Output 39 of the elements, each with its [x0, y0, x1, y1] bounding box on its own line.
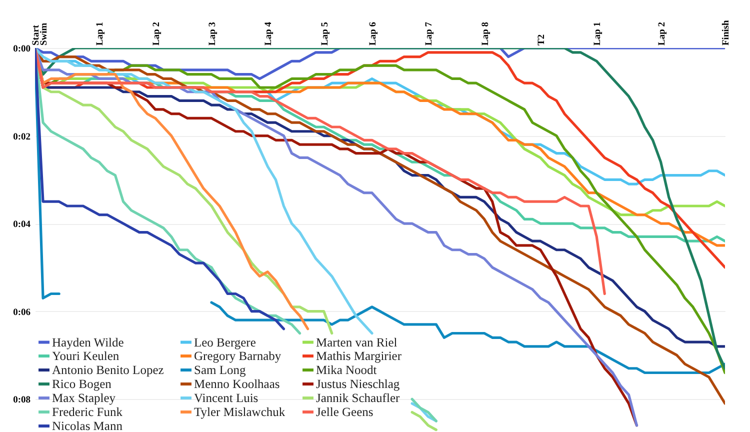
legend-label: Sam Long	[194, 363, 246, 377]
y-tick-label: 0:08	[13, 396, 31, 406]
legend-label: Jannik Schaufler	[316, 391, 400, 405]
legend-label: Mathis Margirier	[316, 349, 402, 363]
x-tick-label: Lap 6	[368, 22, 378, 46]
x-tick-label: Lap 1	[96, 22, 106, 46]
legend-label: Hayden Wilde	[52, 335, 124, 350]
x-tick-label: Lap 1	[593, 22, 604, 46]
legend-label: Justus Nieschlag	[316, 377, 400, 391]
legend-label: Leo Bergere	[194, 335, 256, 350]
legend-label: Marten van Riel	[316, 335, 398, 350]
x-tick-label: Finish	[722, 19, 732, 46]
legend-label: Gregory Barnaby	[194, 349, 282, 363]
x-tick-label: Lap 2	[152, 22, 162, 46]
x-tick-label: Swim	[40, 22, 50, 46]
y-tick-label: 0:00	[13, 44, 31, 54]
legend-label: Tyler Mislawchuk	[194, 405, 286, 419]
x-tick-label: T2	[536, 34, 547, 46]
legend-label: Rico Bogen	[52, 377, 112, 391]
y-tick-label: 0:04	[13, 220, 31, 230]
line-series	[35, 48, 606, 296]
legend-label: Vincent Luis	[194, 391, 258, 405]
x-tick-label: Start	[32, 24, 42, 46]
x-tick-label: Lap 5	[320, 22, 330, 46]
x-tick-label: Lap 3	[208, 22, 218, 46]
legend-label: Frederic Funk	[52, 405, 124, 419]
y-tick-label: 0:02	[13, 132, 31, 142]
x-tick-label: Lap 2	[657, 22, 668, 46]
legend-label: Youri Keulen	[52, 349, 120, 363]
legend-label: Max Stapley	[52, 391, 116, 405]
legend-label: Jelle Geens	[316, 405, 374, 419]
y-tick-label: 0:06	[13, 308, 31, 318]
legend-label: Mika Noodt	[316, 363, 378, 377]
x-tick-label: Lap 7	[424, 22, 435, 46]
legend-label: Antonio Benito Lopez	[52, 363, 164, 377]
legend-label: Nicolas Mann	[52, 419, 124, 432]
x-tick-label: Lap 4	[264, 22, 274, 46]
legend-label: Menno Koolhaas	[194, 377, 280, 391]
x-tick-label: Lap 8	[480, 22, 491, 46]
